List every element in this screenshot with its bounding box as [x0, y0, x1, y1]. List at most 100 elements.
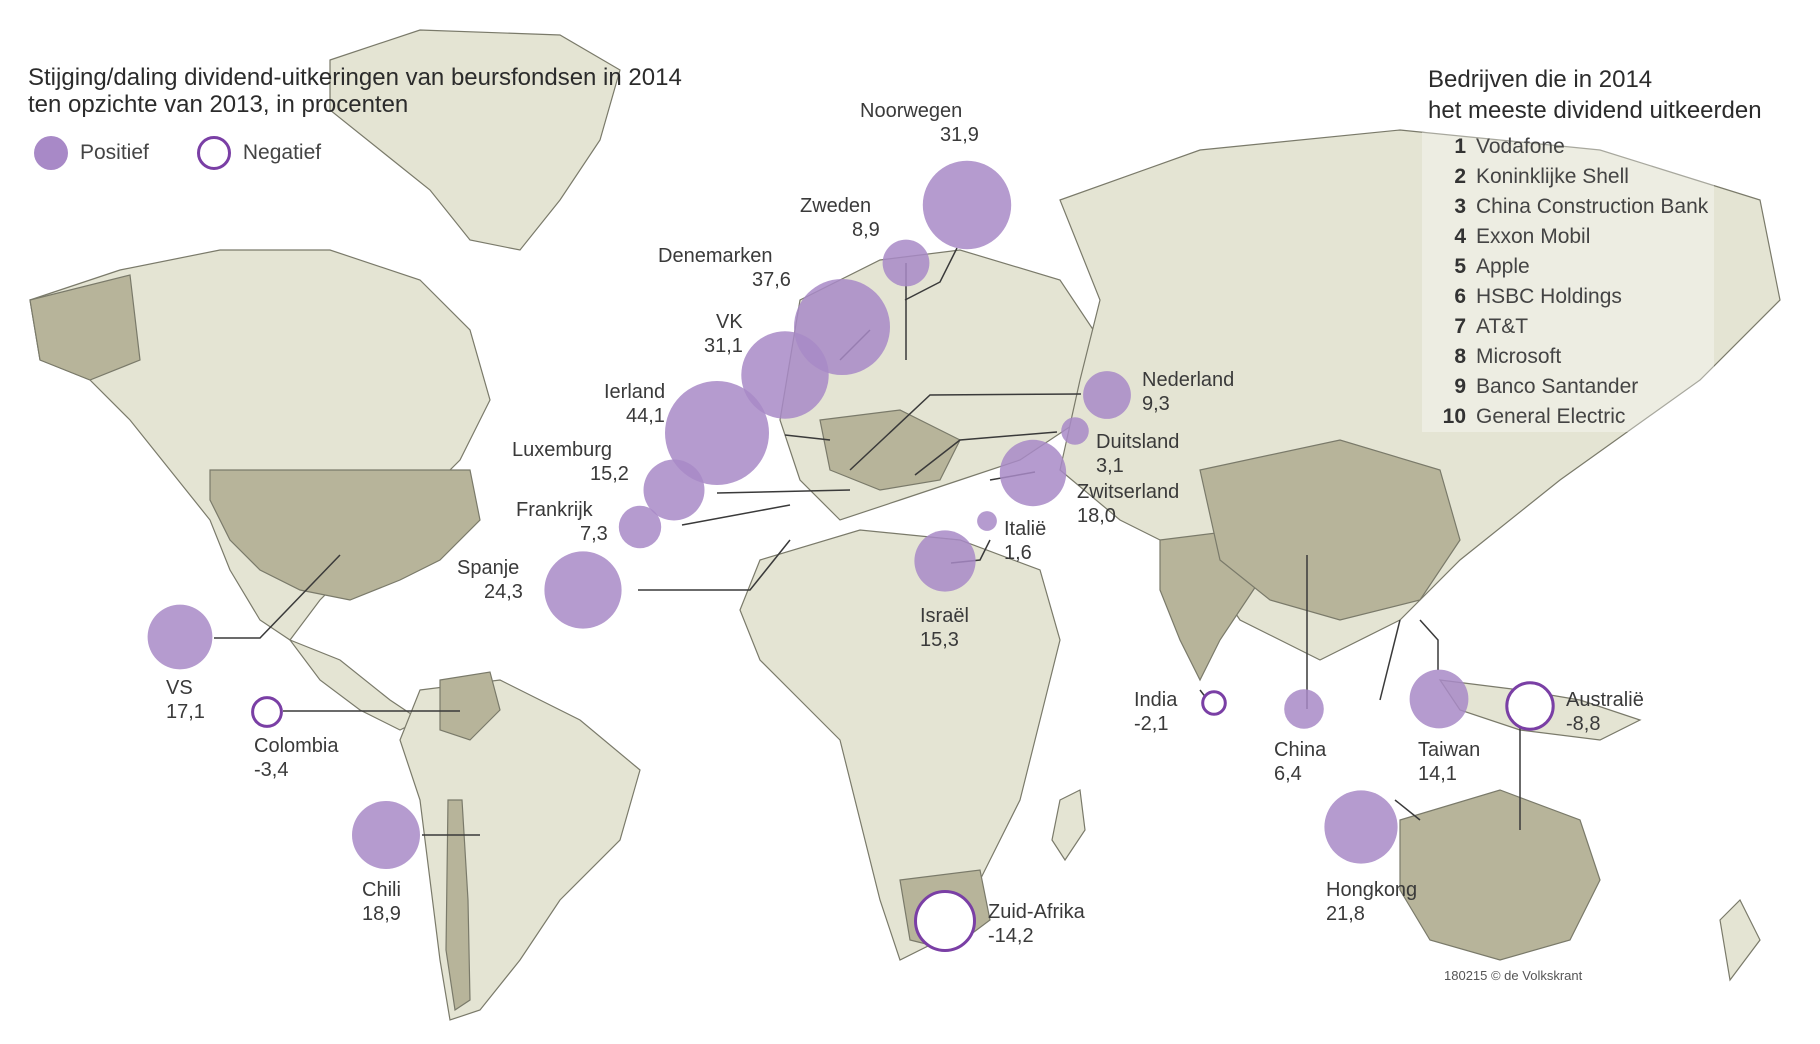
australia-shape — [1399, 789, 1601, 961]
bubble-noorwegen — [922, 160, 1012, 250]
bubble-italie — [977, 511, 997, 531]
label-chili-name: Chili — [362, 879, 401, 901]
africa — [739, 529, 1061, 961]
label-colombia-name: Colombia — [254, 735, 339, 757]
label-australie: Australië -8,8 — [1566, 689, 1644, 735]
label-vk: VK 31,1 — [704, 311, 743, 357]
companies-title-line-2: het meeste dividend uitkeerden — [1428, 97, 1762, 124]
company-rank: 6 — [1454, 285, 1466, 308]
bubble-vs — [147, 604, 213, 670]
company-name: China Construction Bank — [1476, 195, 1709, 218]
label-noorwegen: Noorwegen 31,9 — [860, 100, 979, 146]
label-frankrijk: Frankrijk 7,3 — [516, 499, 608, 545]
label-ierland-value: 44,1 — [626, 405, 665, 427]
company-name: Microsoft — [1476, 345, 1562, 368]
legend-positive-label: Positief — [80, 141, 149, 164]
label-chili: Chili 18,9 — [362, 879, 401, 925]
label-noorwegen-name: Noorwegen — [860, 100, 962, 122]
company-name: Vodafone — [1476, 135, 1565, 158]
label-taiwan-value: 14,1 — [1418, 763, 1457, 785]
label-hongkong: Hongkong 21,8 — [1326, 879, 1417, 925]
label-zuid-afrika-value: -14,2 — [988, 925, 1034, 947]
label-india-name: India — [1134, 689, 1178, 711]
label-duitsland-name: Duitsland — [1096, 431, 1179, 453]
company-rank: 1 — [1454, 135, 1466, 158]
company-row: 7 AT&T — [1428, 312, 1708, 342]
label-luxemburg-name: Luxemburg — [512, 439, 612, 461]
legend-positive-swatch — [34, 136, 68, 170]
bubble-colombia — [251, 696, 283, 728]
company-row: 10 General Electric — [1428, 402, 1708, 432]
title-line-1: Stijging/daling dividend-uitkeringen van… — [28, 64, 682, 91]
company-name: General Electric — [1476, 405, 1626, 428]
central-america — [288, 638, 422, 731]
europe-shapes — [819, 409, 961, 491]
bubble-zwitserland — [999, 439, 1067, 507]
bubble-taiwan — [1409, 669, 1469, 729]
credit: 180215 © de Volkskrant — [1444, 968, 1583, 983]
company-rank: 5 — [1454, 255, 1466, 278]
company-row: 4 Exxon Mobil — [1428, 222, 1708, 252]
bubble-ierland — [665, 381, 769, 485]
label-hongkong-name: Hongkong — [1326, 879, 1417, 901]
label-zuid-afrika-name: Zuid-Afrika — [988, 901, 1086, 923]
label-frankrijk-value: 7,3 — [580, 523, 608, 545]
label-zwitserland-name: Zwitserland — [1077, 481, 1179, 503]
label-denemarken-name: Denemarken — [658, 245, 773, 267]
bubble-nederland — [1083, 371, 1131, 419]
label-italie-value: 1,6 — [1004, 542, 1032, 564]
south-america — [399, 679, 641, 1021]
label-zwitserland: Zwitserland 18,0 — [1077, 481, 1179, 527]
label-china-name: China — [1274, 739, 1327, 761]
company-row: 3 China Construction Bank — [1428, 192, 1708, 222]
label-nederland: Nederland 9,3 — [1142, 369, 1234, 415]
label-denemarken: Denemarken 37,6 — [658, 245, 791, 291]
label-taiwan-name: Taiwan — [1418, 739, 1480, 761]
greenland — [329, 29, 621, 251]
bubble-chili — [352, 801, 420, 869]
label-ierland: Ierland 44,1 — [604, 381, 665, 427]
legend: Positief Negatief — [34, 136, 321, 170]
label-india-value: -2,1 — [1134, 713, 1168, 735]
company-name: Exxon Mobil — [1476, 225, 1591, 248]
bubble-india — [1201, 690, 1227, 716]
label-taiwan: Taiwan 14,1 — [1418, 739, 1480, 785]
label-australie-name: Australië — [1566, 689, 1644, 711]
label-israel: Israël 15,3 — [920, 605, 969, 651]
company-rank: 2 — [1454, 165, 1466, 188]
bubble-zweden — [882, 239, 930, 287]
legend-negative-label: Negatief — [242, 141, 322, 164]
label-israel-value: 15,3 — [920, 629, 959, 651]
label-hongkong-value: 21,8 — [1326, 903, 1365, 925]
company-name: AT&T — [1476, 315, 1529, 338]
company-row: 9 Banco Santander — [1428, 372, 1708, 402]
label-india: India -2,1 — [1134, 689, 1178, 735]
label-ierland-name: Ierland — [604, 381, 665, 403]
bubble-frankrijk — [618, 505, 662, 549]
label-chili-value: 18,9 — [362, 903, 401, 925]
china-shape — [1199, 439, 1461, 621]
label-nederland-name: Nederland — [1142, 369, 1234, 391]
label-spanje-name: Spanje — [457, 557, 519, 579]
company-rank: 7 — [1454, 315, 1466, 338]
bubbles — [147, 160, 1555, 952]
alaska-shape — [29, 274, 141, 381]
companies-list: 1 Vodafone 2 Koninklijke Shell 3 China Cons… — [1422, 132, 1715, 432]
label-spanje-value: 24,3 — [484, 581, 523, 603]
company-row: 1 Vodafone — [1428, 132, 1708, 162]
company-name: Apple — [1476, 255, 1530, 278]
bubble-vk — [741, 331, 829, 419]
company-rank: 10 — [1442, 405, 1466, 428]
label-china: China 6,4 — [1274, 739, 1327, 785]
usa-shape — [209, 469, 481, 601]
label-spanje: Spanje 24,3 — [457, 557, 523, 603]
bubble-spanje — [544, 551, 622, 629]
highlighted-countries — [29, 274, 1601, 1012]
colombia-shape — [439, 671, 501, 741]
label-vk-name: VK — [716, 311, 743, 333]
label-zweden-value: 8,9 — [852, 219, 880, 241]
label-zwitserland-value: 18,0 — [1077, 505, 1116, 527]
bubble-china — [1284, 689, 1324, 729]
label-italie: Italië 1,6 — [1004, 518, 1046, 564]
label-duitsland: Duitsland 3,1 — [1096, 431, 1179, 477]
